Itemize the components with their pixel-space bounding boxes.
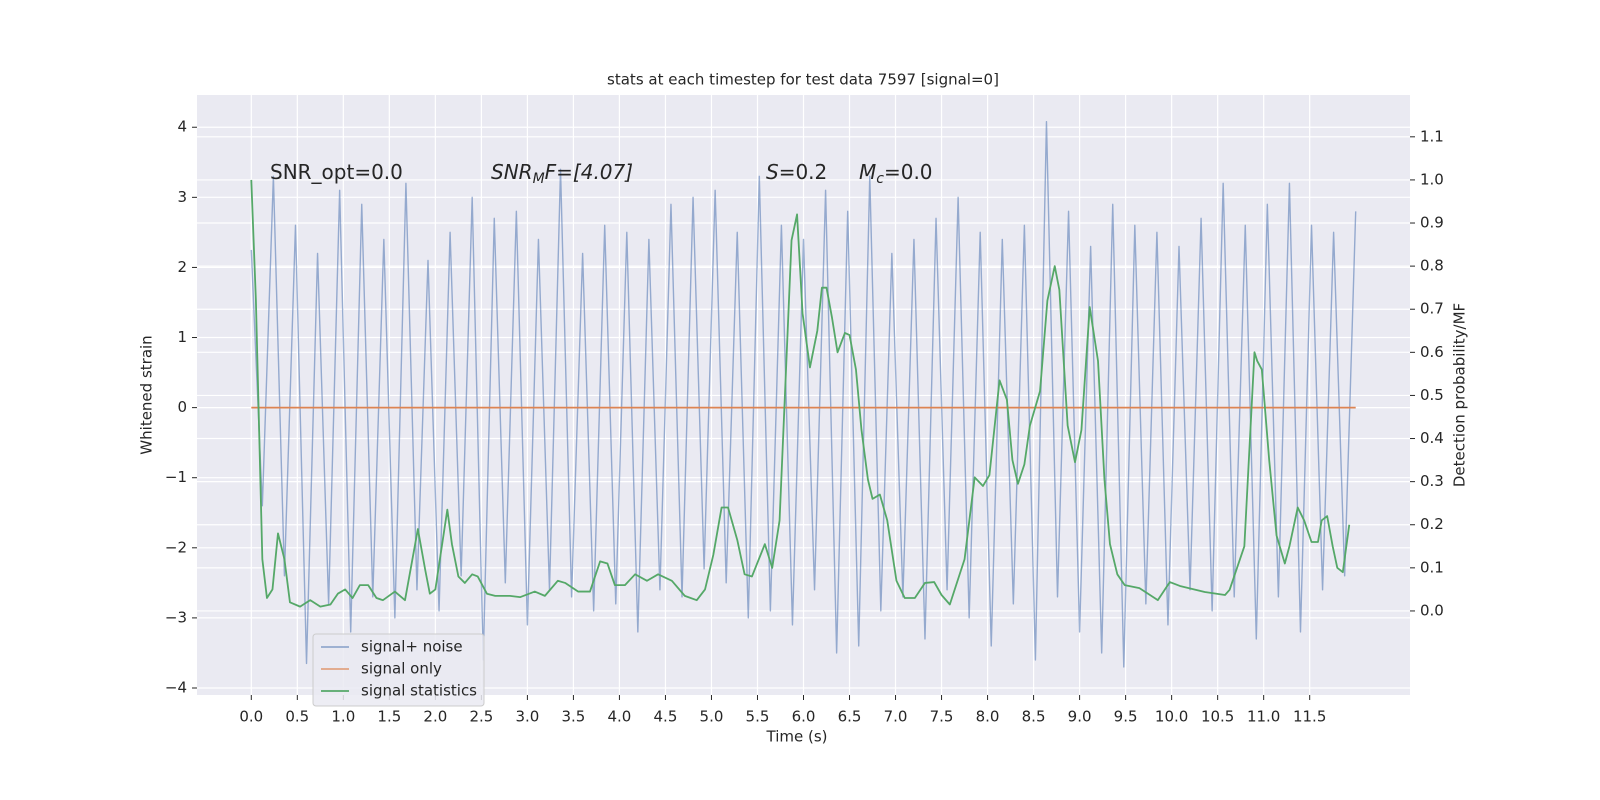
x-tick-label: 5.0 bbox=[700, 708, 724, 726]
y2-tick-label: 0.0 bbox=[1420, 601, 1444, 619]
y-axis-label: Whitened strain bbox=[138, 335, 156, 454]
y2-tick-label: 0.5 bbox=[1420, 386, 1444, 404]
annotation-part: c bbox=[876, 171, 884, 187]
y-tick-label: 0 bbox=[177, 398, 187, 416]
annotation: Mc=0.0 bbox=[859, 160, 933, 188]
x-tick-label: 9.0 bbox=[1068, 708, 1092, 726]
y2-tick-label: 0.6 bbox=[1420, 343, 1444, 361]
y2-tick-label: 1.0 bbox=[1420, 170, 1444, 188]
annotation-part: SNR bbox=[491, 160, 533, 184]
x-tick-label: 9.5 bbox=[1114, 708, 1138, 726]
y2-tick-label: 0.8 bbox=[1420, 257, 1444, 275]
x-tick-label: 8.5 bbox=[1022, 708, 1046, 726]
annotation-part: SNR_opt=0.0 bbox=[270, 160, 403, 184]
y-tick-label: 4 bbox=[177, 118, 187, 136]
x-tick-label: 4.0 bbox=[608, 708, 632, 726]
x-tick-label: 0.0 bbox=[239, 708, 263, 726]
x-tick-label: 5.5 bbox=[746, 708, 770, 726]
series-line bbox=[250, 179, 1351, 608]
x-tick-label: 10.5 bbox=[1201, 708, 1234, 726]
y2-tick-label: 0.9 bbox=[1420, 214, 1444, 232]
x-tick-label: 1.0 bbox=[331, 708, 355, 726]
x-tick-label: 11.5 bbox=[1293, 708, 1326, 726]
annotation-part: =0.2 bbox=[779, 160, 828, 184]
x-tick-label: 7.5 bbox=[930, 708, 954, 726]
series-line bbox=[250, 120, 1357, 668]
x-tick-label: 7.0 bbox=[884, 708, 908, 726]
y-tick-label: −1 bbox=[165, 468, 187, 486]
x-tick-label: 3.5 bbox=[561, 708, 585, 726]
annotation: SNR_opt=0.0 bbox=[270, 160, 403, 184]
y-tick-label: 3 bbox=[177, 188, 187, 206]
legend-label: signal only bbox=[361, 660, 442, 678]
annotation: S=0.2 bbox=[766, 160, 827, 184]
x-tick-label: 10.0 bbox=[1155, 708, 1188, 726]
annotation: SNRMF=[4.07] bbox=[491, 160, 633, 188]
x-tick-label: 2.5 bbox=[469, 708, 493, 726]
annotation-part: F=[4.07] bbox=[545, 160, 633, 184]
y2-tick-label: 0.7 bbox=[1420, 300, 1444, 318]
legend-label: signal statistics bbox=[361, 682, 477, 700]
annotation-part: M bbox=[533, 171, 545, 187]
y2-tick-label: 0.1 bbox=[1420, 558, 1444, 576]
y-tick-label: −3 bbox=[165, 608, 187, 626]
y2-axis-label: Detection probability/MF bbox=[1451, 303, 1469, 487]
x-axis-label: Time (s) bbox=[766, 728, 828, 746]
x-tick-label: 1.5 bbox=[377, 708, 401, 726]
y2-tick-label: 1.1 bbox=[1420, 127, 1444, 145]
y-tick-label: −2 bbox=[165, 538, 187, 556]
y2-tick-label: 0.4 bbox=[1420, 429, 1444, 447]
x-tick-label: 8.0 bbox=[976, 708, 1000, 726]
x-tick-label: 11.0 bbox=[1247, 708, 1280, 726]
y2-tick-label: 0.3 bbox=[1420, 472, 1444, 490]
annotation-part: S bbox=[766, 160, 779, 184]
y-tick-label: 1 bbox=[177, 328, 187, 346]
annotation-part: =0.0 bbox=[884, 160, 933, 184]
x-tick-label: 2.0 bbox=[423, 708, 447, 726]
annotation-part: M bbox=[859, 160, 876, 184]
legend-label: signal+ noise bbox=[361, 638, 463, 656]
y2-tick-label: 0.2 bbox=[1420, 515, 1444, 533]
y-tick-label: 2 bbox=[177, 258, 187, 276]
x-tick-label: 3.0 bbox=[515, 708, 539, 726]
x-tick-label: 0.5 bbox=[285, 708, 309, 726]
y-tick-label: −4 bbox=[165, 678, 187, 696]
x-tick-label: 6.0 bbox=[792, 708, 816, 726]
chart-title: stats at each timestep for test data 759… bbox=[607, 71, 999, 89]
legend-box bbox=[312, 633, 485, 707]
x-tick-label: 6.5 bbox=[838, 708, 862, 726]
x-tick-label: 4.5 bbox=[654, 708, 678, 726]
